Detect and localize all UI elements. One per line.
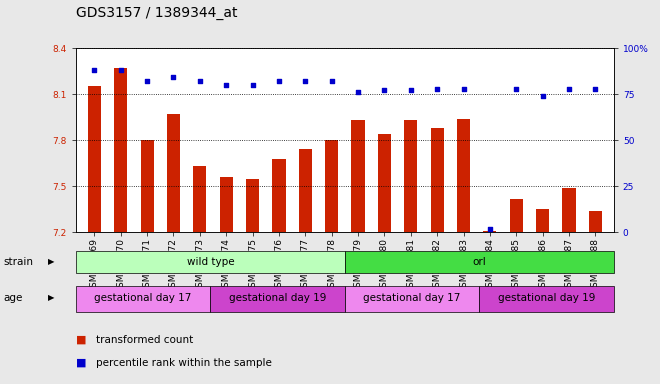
Point <box>379 87 389 93</box>
Point <box>221 82 232 88</box>
Point <box>274 78 284 84</box>
Point <box>405 87 416 93</box>
Point <box>484 225 495 232</box>
Point <box>248 82 258 88</box>
Bar <box>430 128 444 232</box>
Text: ■: ■ <box>76 335 90 345</box>
FancyBboxPatch shape <box>345 286 479 311</box>
Point <box>458 86 469 92</box>
Bar <box>273 159 286 232</box>
Bar <box>220 177 233 232</box>
Bar <box>562 188 576 232</box>
Bar <box>114 68 127 232</box>
Bar <box>483 231 496 232</box>
Bar <box>457 119 470 232</box>
Point <box>89 67 100 73</box>
Text: strain: strain <box>3 257 33 267</box>
Text: GDS3157 / 1389344_at: GDS3157 / 1389344_at <box>76 6 238 20</box>
Point <box>327 78 337 84</box>
Text: orl: orl <box>473 257 486 266</box>
Text: ▶: ▶ <box>48 257 54 266</box>
Text: percentile rank within the sample: percentile rank within the sample <box>96 358 271 368</box>
Bar <box>141 140 154 232</box>
Bar <box>193 166 207 232</box>
Bar <box>536 209 549 232</box>
Point <box>115 67 126 73</box>
Text: gestational day 19: gestational day 19 <box>498 293 595 303</box>
Point <box>300 78 311 84</box>
Bar <box>378 134 391 232</box>
Bar <box>167 114 180 232</box>
Bar <box>404 120 417 232</box>
Point <box>432 86 442 92</box>
Bar <box>299 149 312 232</box>
Point <box>564 86 574 92</box>
Point <box>511 86 521 92</box>
Bar <box>351 120 364 232</box>
Bar <box>88 86 101 232</box>
Point <box>352 89 363 95</box>
Text: wild type: wild type <box>187 257 234 266</box>
Point <box>168 74 179 81</box>
FancyBboxPatch shape <box>76 286 211 311</box>
Bar <box>510 199 523 232</box>
Text: age: age <box>3 293 22 303</box>
Point <box>142 78 152 84</box>
Point <box>537 93 548 99</box>
Text: ▶: ▶ <box>48 293 54 302</box>
FancyBboxPatch shape <box>211 286 345 311</box>
FancyBboxPatch shape <box>479 286 614 311</box>
Bar <box>246 179 259 232</box>
Bar <box>589 211 602 232</box>
Point <box>590 86 601 92</box>
Point <box>195 78 205 84</box>
FancyBboxPatch shape <box>76 251 345 273</box>
Text: gestational day 17: gestational day 17 <box>364 293 461 303</box>
Text: ■: ■ <box>76 358 90 368</box>
Text: transformed count: transformed count <box>96 335 193 345</box>
Text: gestational day 19: gestational day 19 <box>229 293 326 303</box>
FancyBboxPatch shape <box>345 251 614 273</box>
Text: gestational day 17: gestational day 17 <box>94 293 192 303</box>
Bar <box>325 140 339 232</box>
